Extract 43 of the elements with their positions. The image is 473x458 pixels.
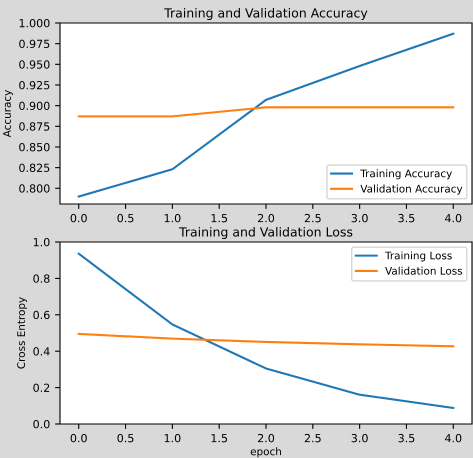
y-tick-label: 0.825 [19, 164, 50, 172]
chart-title: Training and Validation Loss [179, 226, 352, 240]
x-tick-label: 1.5 [212, 214, 228, 222]
y-tick-label: 1.000 [20, 18, 50, 28]
x-tick-label: 3.0 [352, 214, 368, 222]
legend-label: Training Loss [384, 251, 452, 262]
x-tick-label: 2.0 [258, 214, 274, 222]
legend-label: Validation Loss [385, 266, 462, 275]
legend-label: Training Accuracy [360, 169, 452, 180]
y-tick-label: 0.900 [19, 102, 50, 110]
y-tick-label: 0.875 [19, 122, 50, 131]
y-tick-label: 0.975 [19, 40, 50, 48]
y-tick-label: 0.0 [33, 420, 50, 428]
y-tick-label: 0.950 [19, 60, 50, 69]
x-tick-label: 3.5 [398, 434, 414, 442]
x-tick-label: 0.0 [70, 434, 87, 442]
y-tick-label: 0.4 [33, 347, 50, 356]
chart-title: Training and Validation Accuracy [164, 8, 368, 20]
y-tick-label: 0.925 [19, 80, 50, 90]
x-tick-label: 4.0 [444, 434, 462, 442]
x-tick-label: 2.5 [304, 434, 321, 442]
y-tick-label: 0.6 [33, 310, 50, 320]
legend-label: Validation Accuracy [360, 184, 462, 195]
x-tick-label: 2.5 [304, 214, 321, 222]
line-series [78, 332, 454, 348]
x-tick-label: 2.0 [258, 434, 274, 442]
x-tick-label: 1.5 [212, 434, 228, 442]
y-tick-label: 1.0 [34, 238, 50, 246]
x-tick-label: 0.5 [117, 214, 134, 222]
y-tick-label: 0.8 [33, 274, 50, 283]
x-tick-label: 1.0 [164, 434, 180, 442]
y-axis-title: Accuracy [3, 90, 13, 138]
x-tick-label: 3.0 [352, 434, 368, 442]
x-tick-label: 1.0 [164, 214, 180, 222]
y-tick-label: 0.800 [19, 184, 50, 193]
x-tick-label: 0.5 [117, 434, 134, 442]
x-tick-label: 4.0 [444, 214, 462, 222]
y-axis-title: Cross Entropy [17, 297, 28, 369]
x-tick-label: 3.5 [398, 214, 414, 222]
x-axis-title: epoch [250, 447, 281, 458]
y-tick-label: 0.850 [19, 142, 50, 152]
y-tick-label: 0.2 [33, 384, 50, 392]
x-tick-label: 0.0 [70, 214, 87, 222]
